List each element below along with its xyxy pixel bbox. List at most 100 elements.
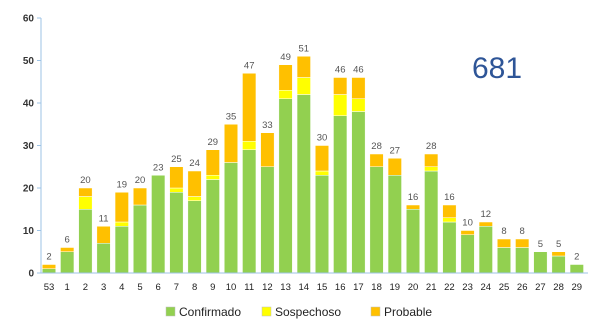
x-tick-label: 25 [499, 282, 510, 293]
bar-segment-sospechoso [187, 196, 202, 201]
data-label: 19 [117, 179, 128, 190]
data-label: 5 [556, 239, 561, 250]
x-tick-label: 17 [353, 282, 364, 293]
x-tick-label: 18 [371, 282, 382, 293]
data-label: 2 [46, 252, 51, 263]
data-label: 33 [262, 120, 273, 131]
x-tick-label: 11 [244, 282, 254, 293]
bar-segment-confirmado [260, 166, 275, 274]
data-label: 16 [444, 192, 455, 203]
x-tick-label: 7 [174, 282, 179, 293]
bar-segment-probable [42, 264, 56, 269]
data-label: 24 [189, 158, 200, 169]
bar-segment-confirmado [315, 175, 329, 274]
y-tick-label: 20 [23, 184, 35, 195]
bar-segment-confirmado [387, 175, 402, 274]
bar-segment-sospechoso [205, 175, 220, 180]
x-tick-label: 4 [119, 282, 124, 293]
bar-segment-confirmado [515, 247, 530, 274]
bar-segment-sospechoso [351, 98, 366, 112]
bar-segment-probable [205, 149, 220, 176]
legend-swatch-confirmado [165, 306, 176, 317]
data-label: 6 [65, 235, 70, 246]
bar-segment-confirmado [60, 251, 75, 274]
data-label: 27 [390, 145, 401, 156]
x-tick-label: 14 [299, 282, 310, 293]
bar-segment-probable [478, 221, 493, 227]
x-tick-label: 21 [426, 282, 437, 293]
legend-label-probable: Probable [384, 305, 432, 319]
data-label: 11 [99, 213, 109, 224]
data-label: 49 [280, 52, 291, 63]
data-label: 28 [371, 141, 382, 152]
bars [42, 56, 584, 274]
data-label: 47 [244, 60, 255, 71]
bar-segment-confirmado [424, 170, 439, 274]
bar-segment-confirmado [78, 209, 93, 274]
bar-segment-probable [224, 124, 238, 163]
data-label: 30 [317, 133, 328, 144]
y-tick-label: 50 [23, 56, 35, 67]
data-label: 46 [353, 65, 364, 76]
data-label: 5 [538, 239, 543, 250]
bar-segment-confirmado [369, 166, 384, 274]
bar-segment-confirmado [333, 115, 348, 274]
bar-segment-probable [260, 132, 275, 167]
x-tick-label: 6 [156, 282, 161, 293]
data-label: 12 [481, 209, 492, 220]
bar-segment-confirmado [569, 264, 584, 274]
bar-segment-sospechoso [315, 170, 329, 176]
x-tick-label: 24 [481, 282, 492, 293]
bar-segment-confirmado [460, 234, 475, 274]
bar-segment-confirmado [296, 94, 311, 274]
total-count: 681 [472, 52, 522, 85]
bar-segment-confirmado [478, 226, 493, 274]
x-axis: 53 1 2 3 4 5 6 7 8 9 10 11 12 13 14 15 16 17 18 19 20 21 22 23 2… [41, 272, 590, 293]
data-label: 8 [520, 226, 525, 237]
x-tick-label: 12 [262, 282, 273, 293]
bar-segment-sospechoso [78, 196, 93, 210]
data-label: 20 [80, 175, 91, 186]
x-tick-label: 26 [517, 282, 528, 293]
x-tick-label: 23 [462, 282, 473, 293]
bar-segment-confirmado [224, 162, 238, 274]
bar-segment-confirmado [96, 243, 111, 274]
y-tick-label: 10 [23, 226, 35, 237]
bar-segment-confirmado [42, 268, 56, 274]
bar-segment-sospechoso [296, 77, 311, 95]
data-label: 16 [408, 192, 419, 203]
x-tick-label: 29 [572, 282, 583, 293]
bar-segment-confirmado [497, 247, 511, 274]
x-tick-label: 20 [408, 282, 419, 293]
x-tick-label: 27 [535, 282, 546, 293]
bar-segment-probable [315, 145, 329, 172]
bar-segment-confirmado [114, 226, 129, 274]
legend-swatch-sospechoso [261, 306, 272, 317]
data-label: 23 [153, 162, 164, 173]
bar-segment-probable [333, 77, 348, 95]
data-label: 46 [335, 65, 346, 76]
bar-segment-sospechoso [242, 141, 257, 150]
bar-segment-confirmado [133, 204, 147, 274]
bar-segment-probable [424, 153, 439, 167]
bar-segment-confirmado [205, 179, 220, 274]
data-label: 8 [501, 226, 506, 237]
data-label: 28 [426, 141, 437, 152]
data-label: 10 [462, 218, 473, 229]
bar-segment-confirmado [187, 200, 202, 274]
bar-segment-sospechoso [114, 221, 129, 227]
bar-segment-probable [515, 238, 530, 248]
y-tick-label: 40 [23, 99, 35, 110]
bar-segment-sospechoso [278, 90, 293, 99]
bar-segment-probable [133, 187, 147, 206]
y-tick-label: 30 [23, 141, 35, 152]
x-tick-label: 19 [390, 282, 401, 293]
x-tick-label: 13 [280, 282, 291, 293]
bar-segment-probable [60, 247, 75, 252]
legend: Confirmado Sospechoso Probable [165, 305, 432, 319]
bar-segment-sospechoso [442, 217, 457, 223]
bar-segment-confirmado [278, 98, 293, 274]
x-tick-label: 15 [317, 282, 328, 293]
bar-segment-confirmado [169, 192, 184, 274]
